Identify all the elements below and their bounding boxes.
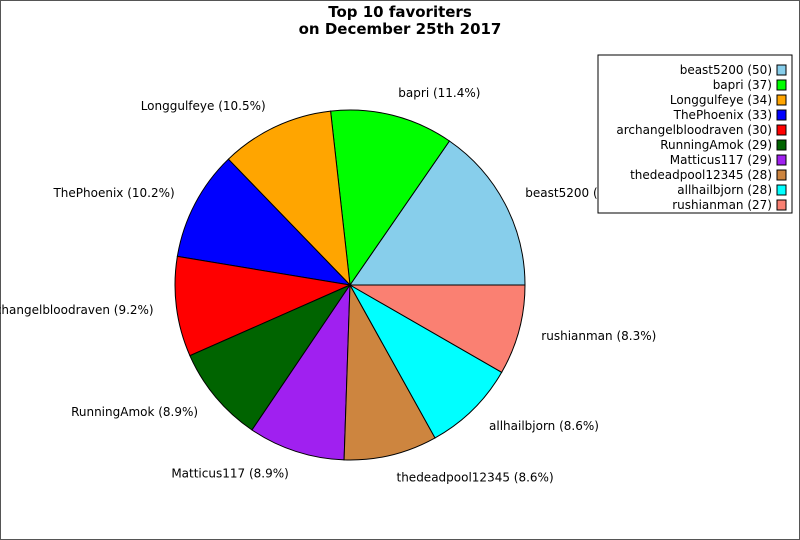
legend-swatch-runningamok: [776, 139, 787, 151]
legend-label-runningamok: RunningAmok (29): [660, 138, 772, 152]
legend-swatch-thedeadpool12345: [776, 169, 787, 181]
chart-title-line-1: Top 10 favoriters: [328, 3, 472, 21]
slice-label-archangelbloodraven: archangelbloodraven (9.2%): [0, 303, 154, 317]
pie-slice-archangelbloodraven: [174, 255, 352, 357]
legend-swatch-matticus117: [776, 154, 787, 166]
legend-label-archangelbloodraven: archangelbloodraven (30): [616, 123, 772, 137]
slice-label-rushianman: rushianman (8.3%): [541, 329, 656, 343]
legend: beast5200 (50)bapri (37)Longgulfeye (34)…: [597, 54, 793, 214]
pie-slice-thephoenix: [176, 158, 352, 286]
legend-label-longgulfeye: Longgulfeye (34): [670, 93, 772, 107]
chart-title: Top 10 favoriters on December 25th 2017: [299, 3, 502, 38]
pie-slices: [174, 109, 526, 461]
legend-swatch-archangelbloodraven: [776, 124, 787, 136]
pie-slice-thedeadpool12345: [343, 283, 436, 461]
legend-swatch-beast5200: [776, 64, 787, 76]
legend-label-rushianman: rushianman (27): [672, 198, 772, 212]
legend-label-beast5200: beast5200 (50): [680, 63, 772, 77]
legend-items: beast5200 (50)bapri (37)Longgulfeye (34)…: [616, 63, 787, 212]
pie-slice-runningamok: [189, 283, 352, 431]
slice-label-matticus117: Matticus117 (8.9%): [171, 466, 288, 480]
legend-label-bapri: bapri (37): [713, 78, 772, 92]
slice-label-runningamok: RunningAmok (8.9%): [71, 405, 198, 419]
legend-label-thedeadpool12345: thedeadpool12345 (28): [630, 168, 772, 182]
legend-swatch-allhailbjorn: [776, 184, 787, 196]
slice-label-thedeadpool12345: thedeadpool12345 (8.6%): [397, 471, 554, 485]
slice-label-longgulfeye: Longgulfeye (10.5%): [141, 99, 266, 113]
pie-slice-beast5200: [349, 140, 526, 286]
slice-label-bapri: bapri (11.4%): [398, 86, 480, 100]
slice-label-thephoenix: ThePhoenix (10.2%): [52, 186, 174, 200]
legend-swatch-rushianman: [776, 199, 787, 211]
legend-label-allhailbjorn: allhailbjorn (28): [677, 183, 772, 197]
chart-title-line-2: on December 25th 2017: [299, 20, 502, 38]
pie-slice-rushianman: [348, 284, 526, 373]
legend-label-matticus117: Matticus117 (29): [670, 153, 772, 167]
legend-label-thephoenix: ThePhoenix (33): [673, 108, 772, 122]
legend-swatch-thephoenix: [776, 109, 787, 121]
legend-swatch-bapri: [776, 79, 787, 91]
pie-slice-allhailbjorn: [348, 283, 503, 439]
slice-label-allhailbjorn: allhailbjorn (8.6%): [489, 419, 599, 433]
pie-slice-longgulfeye: [227, 110, 351, 287]
pie-slice-bapri: [330, 109, 451, 287]
pie-slice-labels: beast5200 (15.4%)bapri (11.4%)Longgulfey…: [0, 86, 656, 485]
legend-box: [597, 54, 793, 214]
legend-swatch-longgulfeye: [776, 94, 787, 106]
pie-slice-matticus117: [251, 283, 351, 461]
